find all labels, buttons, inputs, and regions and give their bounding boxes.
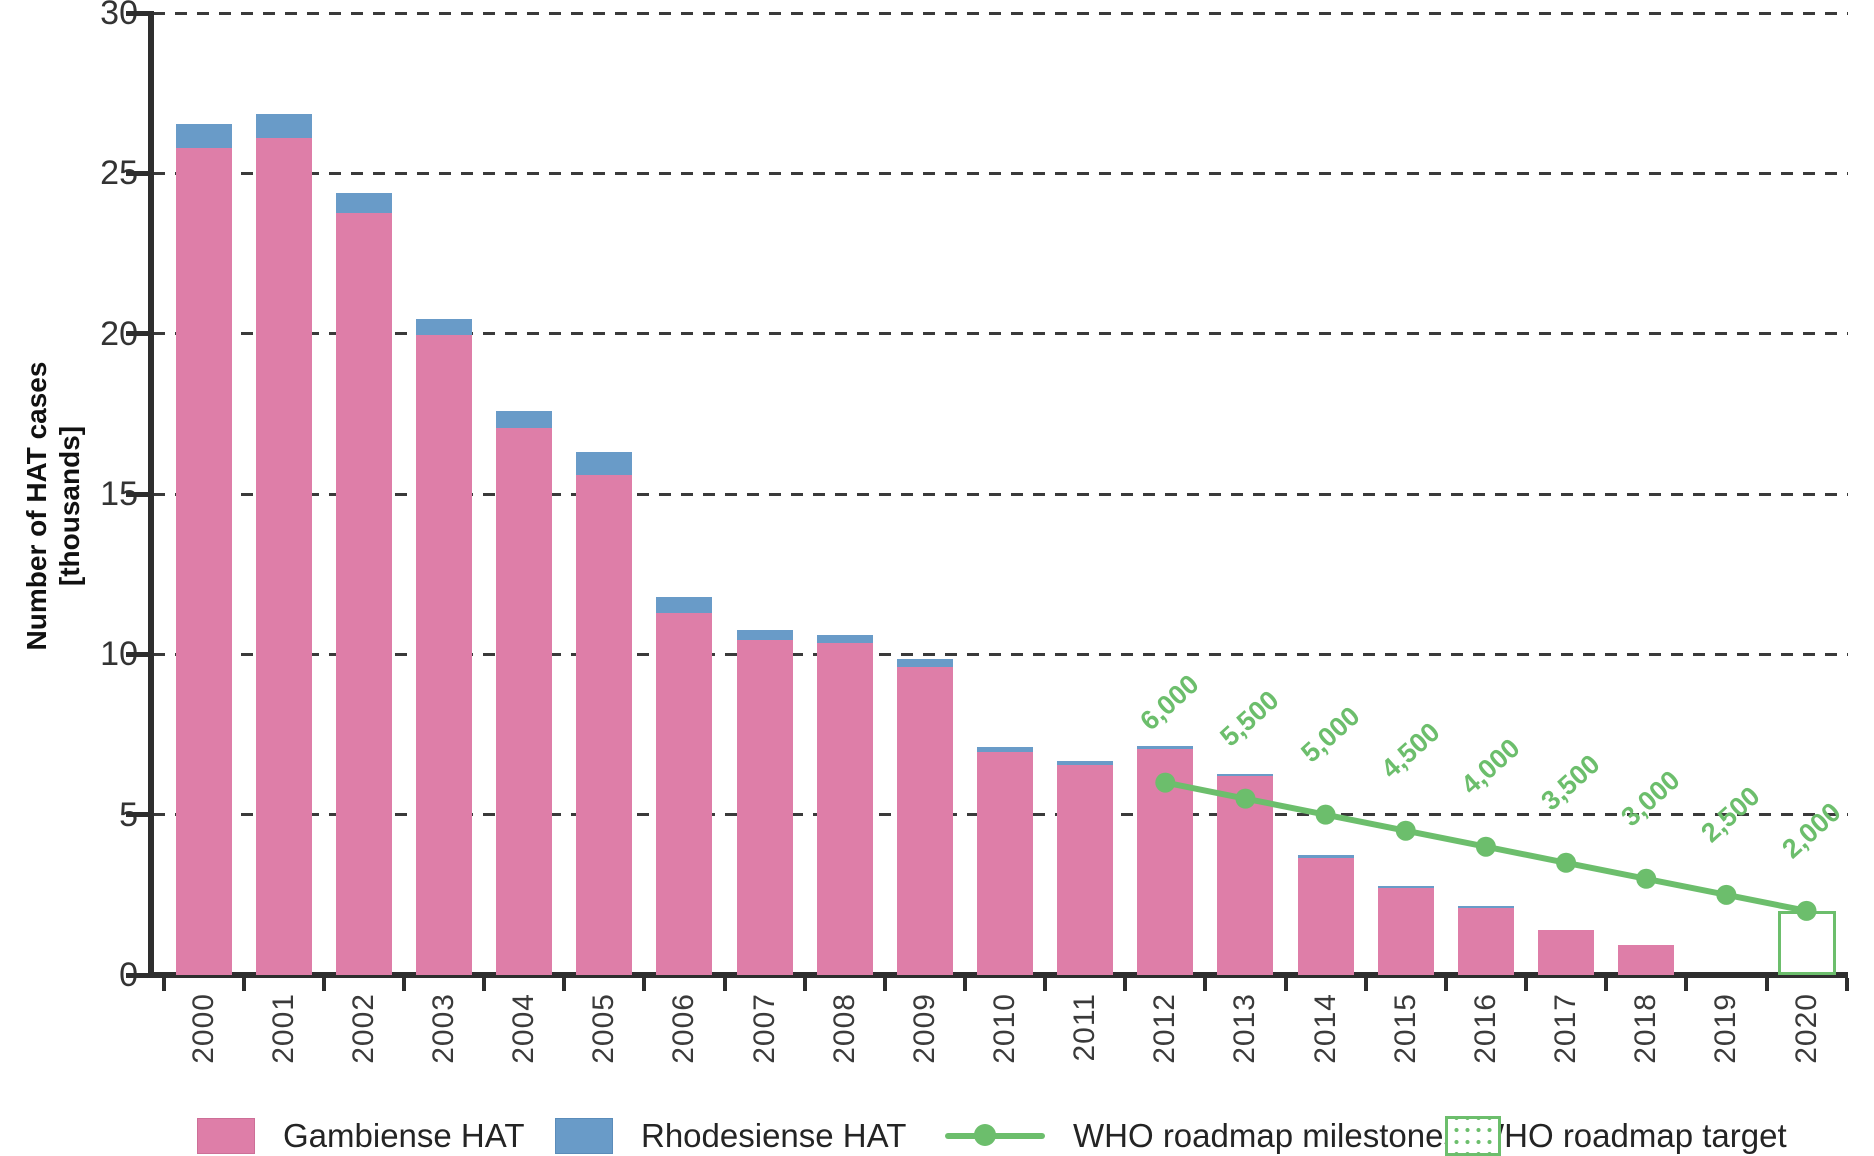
x-tick-14 xyxy=(1283,978,1288,991)
milestone-dot-2013 xyxy=(1235,788,1256,809)
bar-gambiense-2005 xyxy=(576,474,633,975)
x-tick-11 xyxy=(1043,978,1048,991)
bar-rhodesiense-2000 xyxy=(175,123,232,148)
bar-rhodesiense-2014 xyxy=(1297,854,1354,858)
x-tick-4 xyxy=(482,978,487,991)
legend-item-gambiense: Gambiense HAT xyxy=(197,1113,524,1156)
bar-rhodesiense-2002 xyxy=(335,192,392,214)
x-tick-21 xyxy=(1844,978,1849,991)
milestone-dot-2019 xyxy=(1716,884,1737,905)
bar-gambiense-2016 xyxy=(1457,907,1514,975)
x-tick-0 xyxy=(161,978,166,991)
y-tick-30 xyxy=(126,10,153,16)
bar-rhodesiense-2012 xyxy=(1137,745,1194,749)
y-tick-label-30: 30 xyxy=(100,0,138,32)
milestone-dot-2014 xyxy=(1315,804,1336,825)
bar-gambiense-2001 xyxy=(255,138,312,975)
y-axis-line xyxy=(148,11,154,978)
bar-gambiense-2018 xyxy=(1618,944,1675,975)
x-axis-line xyxy=(148,972,1848,978)
gridline-15 xyxy=(153,492,1848,496)
milestone-dot-2012 xyxy=(1155,772,1176,793)
bar-gambiense-2017 xyxy=(1538,930,1595,975)
x-tick-1 xyxy=(241,978,246,991)
gridline-25 xyxy=(153,171,1848,175)
x-tick-20 xyxy=(1764,978,1769,991)
bar-rhodesiense-2006 xyxy=(656,596,713,613)
x-tick-18 xyxy=(1604,978,1609,991)
y-tick-15 xyxy=(126,491,153,497)
bar-rhodesiense-2013 xyxy=(1217,774,1274,777)
legend-item-milestones: WHO roadmap milestones xyxy=(945,1113,1460,1156)
bar-rhodesiense-2010 xyxy=(977,747,1033,753)
gridline-10 xyxy=(153,652,1848,656)
bar-rhodesiense-2015 xyxy=(1377,886,1434,889)
rhodesiense-swatch xyxy=(555,1118,613,1154)
target-dotted-swatch-icon xyxy=(1445,1116,1501,1156)
legend-item-rhodesiense: Rhodesiense HAT xyxy=(555,1113,906,1156)
y-tick-25 xyxy=(126,170,153,176)
x-tick-12 xyxy=(1123,978,1128,991)
milestone-dot-2016 xyxy=(1475,836,1496,857)
bar-rhodesiense-2008 xyxy=(816,635,873,644)
bar-gambiense-2014 xyxy=(1297,857,1354,975)
gambiense-swatch xyxy=(197,1118,255,1154)
y-tick-5 xyxy=(126,812,153,818)
legend-label-rhodesiense: Rhodesiense HAT xyxy=(641,1117,907,1154)
y-tick-0 xyxy=(126,972,153,978)
bar-gambiense-2000 xyxy=(175,147,232,975)
bar-gambiense-2004 xyxy=(496,428,553,975)
bar-gambiense-2013 xyxy=(1217,776,1274,975)
x-tick-16 xyxy=(1443,978,1448,991)
bar-gambiense-2003 xyxy=(415,335,472,975)
bar-gambiense-2009 xyxy=(896,667,953,975)
bar-gambiense-2015 xyxy=(1377,888,1434,975)
bar-rhodesiense-2001 xyxy=(255,114,312,139)
legend-item-target: WHO roadmap target xyxy=(1445,1113,1787,1156)
bar-gambiense-2008 xyxy=(816,643,873,975)
legend-label-gambiense: Gambiense HAT xyxy=(283,1117,525,1154)
y-tick-20 xyxy=(126,331,153,337)
x-tick-8 xyxy=(802,978,807,991)
bar-gambiense-2010 xyxy=(977,752,1033,975)
bar-gambiense-2007 xyxy=(736,639,793,975)
gridline-30 xyxy=(153,11,1848,15)
milestone-dot-2017 xyxy=(1556,852,1577,873)
bar-rhodesiense-2007 xyxy=(736,630,793,640)
bar-gambiense-2011 xyxy=(1057,764,1114,975)
bar-gambiense-2002 xyxy=(335,213,392,975)
x-tick-6 xyxy=(642,978,647,991)
bar-rhodesiense-2016 xyxy=(1457,905,1514,908)
bar-gambiense-2006 xyxy=(656,612,713,975)
x-tick-19 xyxy=(1684,978,1689,991)
bar-rhodesiense-2005 xyxy=(576,452,633,475)
legend-label-milestones: WHO roadmap milestones xyxy=(1073,1117,1460,1154)
milestone-dot-2015 xyxy=(1395,820,1416,841)
milestone-dot-2018 xyxy=(1636,868,1657,889)
milestone-dot-2020 xyxy=(1796,900,1817,921)
bar-rhodesiense-2011 xyxy=(1057,761,1114,765)
bar-rhodesiense-2003 xyxy=(415,319,472,336)
x-tick-2 xyxy=(321,978,326,991)
x-tick-7 xyxy=(722,978,727,991)
x-tick-13 xyxy=(1203,978,1208,991)
y-tick-10 xyxy=(126,651,153,657)
bar-rhodesiense-2009 xyxy=(896,659,953,668)
x-tick-15 xyxy=(1363,978,1368,991)
milestones-line-dot-icon xyxy=(945,1114,1045,1156)
x-tick-5 xyxy=(562,978,567,991)
x-tick-10 xyxy=(963,978,967,991)
x-tick-9 xyxy=(882,978,887,991)
gridline-20 xyxy=(153,332,1848,336)
x-tick-17 xyxy=(1524,978,1529,991)
legend-label-target: WHO roadmap target xyxy=(1473,1117,1787,1154)
bar-rhodesiense-2004 xyxy=(496,410,553,429)
x-tick-3 xyxy=(401,978,406,991)
